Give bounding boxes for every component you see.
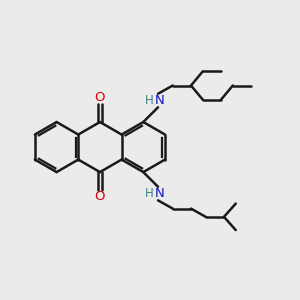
Text: N: N — [154, 94, 164, 107]
Text: H: H — [145, 187, 154, 200]
Text: N: N — [154, 187, 164, 200]
Text: O: O — [94, 92, 105, 104]
Text: H: H — [145, 94, 154, 107]
Text: O: O — [94, 190, 105, 203]
